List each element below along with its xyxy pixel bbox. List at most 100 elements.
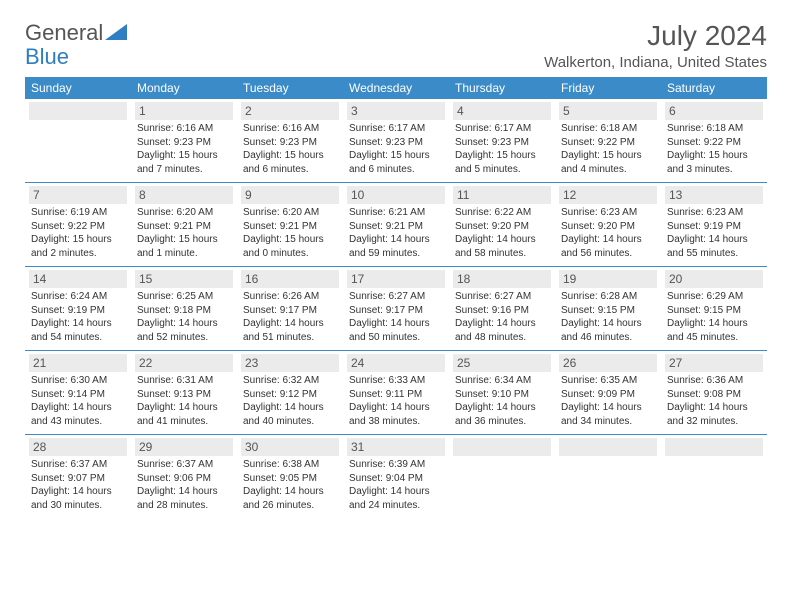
day-cell <box>555 435 661 519</box>
sunrise-text: Sunrise: 6:18 AM <box>561 122 655 136</box>
sunset-text: Sunset: 9:07 PM <box>31 472 125 486</box>
day-details: Sunrise: 6:32 AMSunset: 9:12 PMDaylight:… <box>241 374 339 428</box>
daylight-text: Daylight: 14 hours and 41 minutes. <box>137 401 231 428</box>
sunrise-text: Sunrise: 6:16 AM <box>243 122 337 136</box>
day-header-cell: Sunday <box>25 77 131 99</box>
day-details: Sunrise: 6:20 AMSunset: 9:21 PMDaylight:… <box>241 206 339 260</box>
sunset-text: Sunset: 9:17 PM <box>349 304 443 318</box>
daylight-text: Daylight: 14 hours and 26 minutes. <box>243 485 337 512</box>
day-details: Sunrise: 6:23 AMSunset: 9:20 PMDaylight:… <box>559 206 657 260</box>
sunrise-text: Sunrise: 6:25 AM <box>137 290 231 304</box>
sunrise-text: Sunrise: 6:20 AM <box>243 206 337 220</box>
day-cell: 16Sunrise: 6:26 AMSunset: 9:17 PMDayligh… <box>237 267 343 351</box>
day-cell <box>25 99 131 183</box>
daylight-text: Daylight: 14 hours and 54 minutes. <box>31 317 125 344</box>
daylight-text: Daylight: 14 hours and 46 minutes. <box>561 317 655 344</box>
day-number: 25 <box>453 354 551 372</box>
day-details: Sunrise: 6:37 AMSunset: 9:07 PMDaylight:… <box>29 458 127 512</box>
day-cell: 10Sunrise: 6:21 AMSunset: 9:21 PMDayligh… <box>343 183 449 267</box>
sunset-text: Sunset: 9:09 PM <box>561 388 655 402</box>
day-cell: 24Sunrise: 6:33 AMSunset: 9:11 PMDayligh… <box>343 351 449 435</box>
day-cell: 26Sunrise: 6:35 AMSunset: 9:09 PMDayligh… <box>555 351 661 435</box>
sunset-text: Sunset: 9:15 PM <box>561 304 655 318</box>
day-cell: 19 Sunrise: 6:28 AMSunset: 9:15 PMDayligh… <box>555 267 661 351</box>
day-number: 7 <box>29 186 127 204</box>
day-details: Sunrise: 6:37 AMSunset: 9:06 PMDaylight:… <box>135 458 233 512</box>
sunrise-text: Sunrise: 6:17 AM <box>455 122 549 136</box>
daylight-text: Daylight: 14 hours and 48 minutes. <box>455 317 549 344</box>
sunset-text: Sunset: 9:23 PM <box>137 136 231 150</box>
sunset-text: Sunset: 9:17 PM <box>243 304 337 318</box>
day-number: 19 <box>559 270 657 288</box>
day-details: Sunrise: 6:33 AMSunset: 9:11 PMDaylight:… <box>347 374 445 428</box>
daylight-text: Daylight: 14 hours and 52 minutes. <box>137 317 231 344</box>
day-number: 11 <box>453 186 551 204</box>
week-row: 21Sunrise: 6:30 AMSunset: 9:14 PMDayligh… <box>25 351 767 435</box>
day-details: Sunrise: 6:26 AMSunset: 9:17 PMDaylight:… <box>241 290 339 344</box>
daylight-text: Daylight: 14 hours and 56 minutes. <box>561 233 655 260</box>
day-header-cell: Tuesday <box>237 77 343 99</box>
sunrise-text: Sunrise: 6:23 AM <box>561 206 655 220</box>
day-header-row: SundayMondayTuesdayWednesdayThursdayFrid… <box>25 77 767 99</box>
daylight-text: Daylight: 14 hours and 58 minutes. <box>455 233 549 260</box>
day-cell: 28Sunrise: 6:37 AMSunset: 9:07 PMDayligh… <box>25 435 131 519</box>
sunrise-text: Sunrise: 6:20 AM <box>137 206 231 220</box>
month-title: July 2024 <box>544 20 767 52</box>
sunset-text: Sunset: 9:20 PM <box>561 220 655 234</box>
day-number: 14 <box>29 270 127 288</box>
day-header-cell: Monday <box>131 77 237 99</box>
sunrise-text: Sunrise: 6:30 AM <box>31 374 125 388</box>
day-cell: 29Sunrise: 6:37 AMSunset: 9:06 PMDayligh… <box>131 435 237 519</box>
daylight-text: Daylight: 14 hours and 51 minutes. <box>243 317 337 344</box>
sunset-text: Sunset: 9:21 PM <box>243 220 337 234</box>
sunset-text: Sunset: 9:06 PM <box>137 472 231 486</box>
daylight-text: Daylight: 14 hours and 43 minutes. <box>31 401 125 428</box>
day-number: 5 <box>559 102 657 120</box>
daylight-text: Daylight: 14 hours and 59 minutes. <box>349 233 443 260</box>
day-details: Sunrise: 6:17 AMSunset: 9:23 PMDaylight:… <box>347 122 445 176</box>
day-details: Sunrise: 6:22 AMSunset: 9:20 PMDaylight:… <box>453 206 551 260</box>
sunset-text: Sunset: 9:23 PM <box>243 136 337 150</box>
day-details: Sunrise: 6:23 AMSunset: 9:19 PMDaylight:… <box>665 206 763 260</box>
day-header-cell: Friday <box>555 77 661 99</box>
sunrise-text: Sunrise: 6:19 AM <box>31 206 125 220</box>
day-details: Sunrise: 6:36 AMSunset: 9:08 PMDaylight:… <box>665 374 763 428</box>
daylight-text: Daylight: 14 hours and 50 minutes. <box>349 317 443 344</box>
daylight-text: Daylight: 15 hours and 5 minutes. <box>455 149 549 176</box>
sunrise-text: Sunrise: 6:31 AM <box>137 374 231 388</box>
daylight-text: Daylight: 15 hours and 0 minutes. <box>243 233 337 260</box>
day-cell: 27Sunrise: 6:36 AMSunset: 9:08 PMDayligh… <box>661 351 767 435</box>
title-block: July 2024 Walkerton, Indiana, United Sta… <box>544 20 767 71</box>
day-details: Sunrise: 6:27 AMSunset: 9:16 PMDaylight:… <box>453 290 551 344</box>
sunset-text: Sunset: 9:21 PM <box>349 220 443 234</box>
day-number: 2 <box>241 102 339 120</box>
logo: General <box>25 20 129 46</box>
day-details: Sunrise: 6:35 AMSunset: 9:09 PMDaylight:… <box>559 374 657 428</box>
sunset-text: Sunset: 9:11 PM <box>349 388 443 402</box>
sunrise-text: Sunrise: 6:29 AM <box>667 290 761 304</box>
day-number: 9 <box>241 186 339 204</box>
day-number: 20 <box>665 270 763 288</box>
day-number: 17 <box>347 270 445 288</box>
day-cell: 14Sunrise: 6:24 AMSunset: 9:19 PMDayligh… <box>25 267 131 351</box>
day-details: Sunrise: 6:27 AMSunset: 9:17 PMDaylight:… <box>347 290 445 344</box>
sunrise-text: Sunrise: 6:39 AM <box>349 458 443 472</box>
daylight-text: Daylight: 14 hours and 38 minutes. <box>349 401 443 428</box>
day-number <box>29 102 127 120</box>
logo-triangle-icon <box>105 22 127 45</box>
sunset-text: Sunset: 9:19 PM <box>667 220 761 234</box>
day-cell: 3 Sunrise: 6:17 AMSunset: 9:23 PMDaylight… <box>343 99 449 183</box>
day-details: Sunrise: 6:20 AMSunset: 9:21 PMDaylight:… <box>135 206 233 260</box>
day-number: 18 <box>453 270 551 288</box>
day-details: Sunrise: 6:34 AMSunset: 9:10 PMDaylight:… <box>453 374 551 428</box>
logo-sub: Blue <box>25 44 69 70</box>
day-details: Sunrise: 6:28 AMSunset: 9:15 PMDaylight:… <box>559 290 657 344</box>
sunrise-text: Sunrise: 6:26 AM <box>243 290 337 304</box>
day-header-cell: Wednesday <box>343 77 449 99</box>
daylight-text: Daylight: 15 hours and 2 minutes. <box>31 233 125 260</box>
daylight-text: Daylight: 15 hours and 1 minute. <box>137 233 231 260</box>
day-number: 3 <box>347 102 445 120</box>
day-details: Sunrise: 6:21 AMSunset: 9:21 PMDaylight:… <box>347 206 445 260</box>
day-cell: 18 Sunrise: 6:27 AMSunset: 9:16 PMDayligh… <box>449 267 555 351</box>
day-details: Sunrise: 6:17 AMSunset: 9:23 PMDaylight:… <box>453 122 551 176</box>
